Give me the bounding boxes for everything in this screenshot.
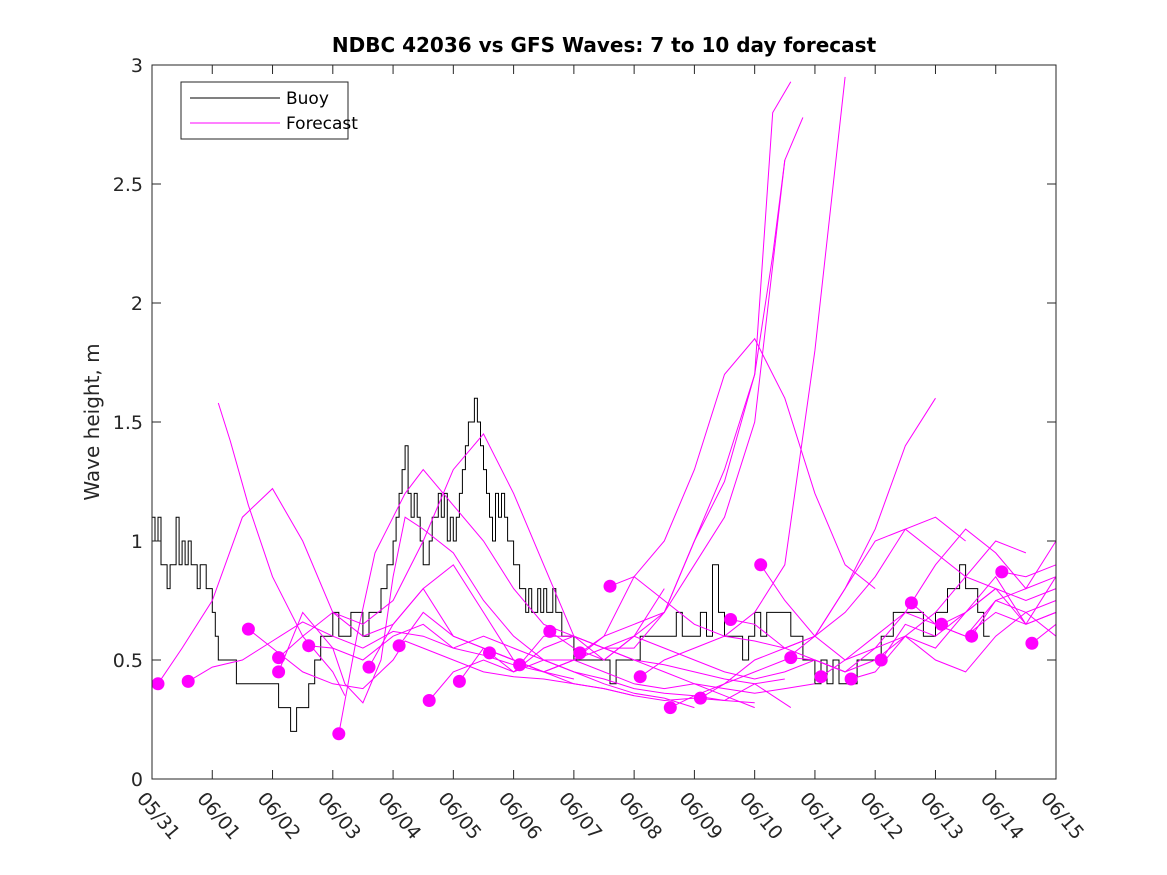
x-tick-label: 06/05 <box>433 788 485 844</box>
forecast-marker <box>814 670 828 684</box>
y-axis-label: Wave height, m <box>80 343 104 500</box>
forecast-marker <box>693 691 707 705</box>
chart-title: NDBC 42036 vs GFS Waves: 7 to 10 day for… <box>332 33 877 57</box>
forecast-marker <box>452 674 466 688</box>
forecast-marker <box>874 653 888 667</box>
forecast-line-16 <box>579 117 804 654</box>
forecast-line-13 <box>489 337 876 673</box>
forecast-marker <box>754 558 768 572</box>
x-tick-label: 06/09 <box>675 788 727 844</box>
forecast-line-30 <box>1001 564 1057 578</box>
buoy-line <box>152 397 990 732</box>
x-tick-label: 05/31 <box>132 788 184 844</box>
forecast-marker <box>935 617 948 631</box>
x-tick-label: 06/07 <box>554 788 606 844</box>
x-tick-label: 06/14 <box>976 788 1028 844</box>
forecast-marker <box>965 629 979 643</box>
series-layer <box>151 76 1057 741</box>
forecast-marker <box>573 646 587 660</box>
forecast-marker <box>784 651 798 665</box>
forecast-marker <box>603 579 617 593</box>
y-tick-label: 2.5 <box>113 174 143 196</box>
forecast-marker <box>904 596 918 610</box>
forecast-line-6 <box>278 516 695 709</box>
y-tick-label: 0.5 <box>113 650 143 672</box>
forecast-marker <box>302 639 316 653</box>
forecast-marker <box>1025 636 1039 650</box>
x-tick-label: 06/10 <box>735 788 787 844</box>
x-tick-label: 06/15 <box>1036 788 1088 844</box>
forecast-marker <box>181 674 195 688</box>
x-tick-label: 06/13 <box>916 788 968 844</box>
forecast-marker <box>633 670 647 684</box>
y-tick-label: 0 <box>131 769 143 791</box>
forecast-line-3 <box>217 402 346 696</box>
forecast-marker <box>151 677 165 691</box>
x-tick-label: 06/02 <box>253 788 305 844</box>
y-tick-label: 3 <box>131 55 143 77</box>
forecast-marker <box>241 622 255 636</box>
legend-box <box>180 81 349 140</box>
x-tick-label: 06/08 <box>614 788 666 844</box>
forecast-marker <box>272 651 286 665</box>
legend: Buoy Forecast <box>180 81 358 140</box>
forecast-line-15 <box>549 81 792 661</box>
forecast-marker <box>513 658 527 672</box>
forecast-marker <box>543 624 557 638</box>
forecast-marker <box>272 665 286 679</box>
forecast-line-4 <box>248 628 635 697</box>
forecast-line-8 <box>338 468 785 734</box>
legend-buoy-label: Buoy <box>286 89 329 109</box>
forecast-marker <box>663 701 677 715</box>
x-tick-label: 06/11 <box>795 788 847 844</box>
x-tick-label: 06/01 <box>192 788 244 844</box>
forecast-line-20 <box>700 528 996 699</box>
forecast-marker <box>844 672 858 686</box>
forecast-marker <box>422 694 436 707</box>
forecast-line-28 <box>941 587 1057 625</box>
forecast-line-11 <box>428 635 815 701</box>
x-tick-label: 06/06 <box>494 788 546 844</box>
x-tick-label: 06/12 <box>855 788 907 844</box>
forecast-marker <box>332 727 346 741</box>
forecast-marker <box>724 613 738 626</box>
y-tick-label: 1 <box>131 531 143 553</box>
forecast-line-5 <box>278 433 665 661</box>
forecast-marker <box>392 639 406 653</box>
legend-forecast-label: Forecast <box>286 114 358 134</box>
y-tick-label: 1.5 <box>113 412 143 434</box>
y-tick-label: 2 <box>131 293 143 315</box>
x-tick-label: 06/04 <box>373 788 425 844</box>
forecast-line-10 <box>398 611 792 709</box>
forecast-line-27 <box>911 599 1057 637</box>
forecast-line-29 <box>971 576 1057 637</box>
forecast-marker <box>362 660 376 674</box>
forecast-marker <box>995 565 1009 579</box>
x-tick-label: 06/03 <box>313 788 365 844</box>
forecast-marker <box>483 646 496 660</box>
forecast-line-2 <box>187 621 575 682</box>
